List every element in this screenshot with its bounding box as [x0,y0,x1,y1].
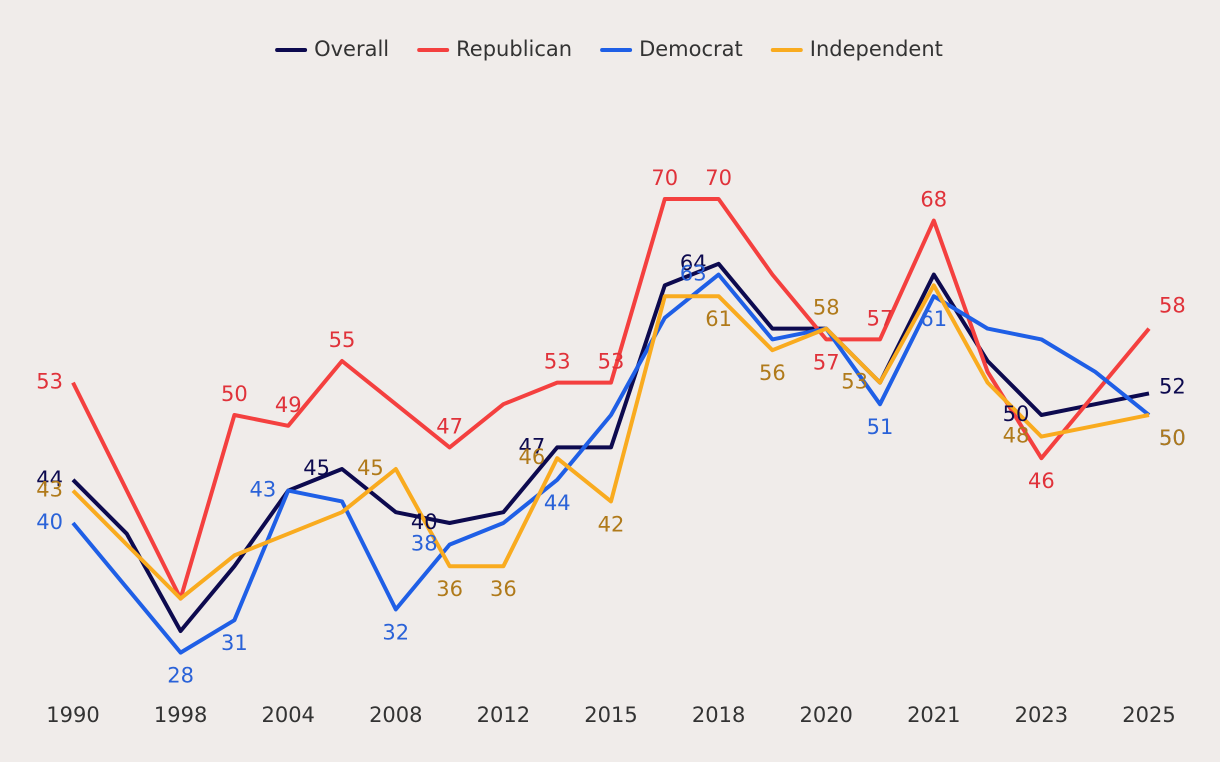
data-label: 31 [221,631,248,655]
data-label: 61 [705,307,732,331]
data-label: 50 [1003,402,1030,426]
x-tick-label: 2008 [369,703,422,727]
data-label: 49 [275,393,302,417]
data-label: 48 [1003,424,1030,448]
x-tick-label: 2023 [1015,703,1068,727]
data-label: 53 [841,370,868,394]
data-label: 57 [867,306,894,330]
data-label: 50 [1159,426,1186,450]
data-label: 53 [36,370,63,394]
data-label: 70 [705,166,732,190]
x-tick-label: 2021 [907,703,960,727]
data-label: 45 [303,456,330,480]
legend-label: Democrat [639,37,743,61]
x-tick-label: 2015 [584,703,637,727]
data-label: 36 [490,577,517,601]
data-label: 53 [598,350,625,374]
data-label: 50 [1159,426,1186,450]
legend-label: Independent [810,37,943,61]
x-tick-label: 2025 [1122,703,1175,727]
series-line [71,272,1151,655]
x-tick-label: 2020 [799,703,852,727]
x-tick-label: 2018 [692,703,745,727]
data-label: 58 [813,296,840,320]
data-label: 28 [167,664,194,688]
series-line [71,283,1150,601]
data-label: 70 [651,166,678,190]
data-label: 51 [867,415,894,439]
data-label: 40 [411,510,438,534]
data-label: 57 [813,350,840,374]
data-label: 68 [920,188,947,212]
data-label: 64 [680,251,707,275]
x-tick-label: 2012 [477,703,530,727]
data-label: 52 [1159,374,1186,398]
data-label: 36 [436,577,463,601]
legend-label: Republican [456,37,572,61]
data-label: 53 [544,350,571,374]
x-tick-label: 2004 [261,703,314,727]
data-label: 42 [598,512,625,536]
data-label: 43 [36,478,63,502]
data-label: 43 [249,478,276,502]
data-label: 58 [1159,294,1186,318]
data-label: 38 [411,532,438,556]
data-label: 61 [920,307,947,331]
x-tick-label: 1998 [154,703,207,727]
data-label: 47 [436,414,463,438]
legend-label: Overall [314,37,389,61]
data-label: 56 [759,361,786,385]
data-label: 46 [518,445,545,469]
data-label: 46 [1028,469,1055,493]
x-tick-label: 1990 [46,703,99,727]
series-line [71,197,1151,601]
data-label: 40 [36,510,63,534]
data-label: 63 [680,262,707,286]
series-line [71,261,1150,633]
data-label: 44 [36,467,63,491]
data-label: 44 [544,491,571,515]
data-label: 45 [357,456,384,480]
data-label: 32 [382,620,409,644]
data-label: 50 [221,382,248,406]
data-label: 55 [329,328,356,352]
data-label: 47 [518,434,545,458]
